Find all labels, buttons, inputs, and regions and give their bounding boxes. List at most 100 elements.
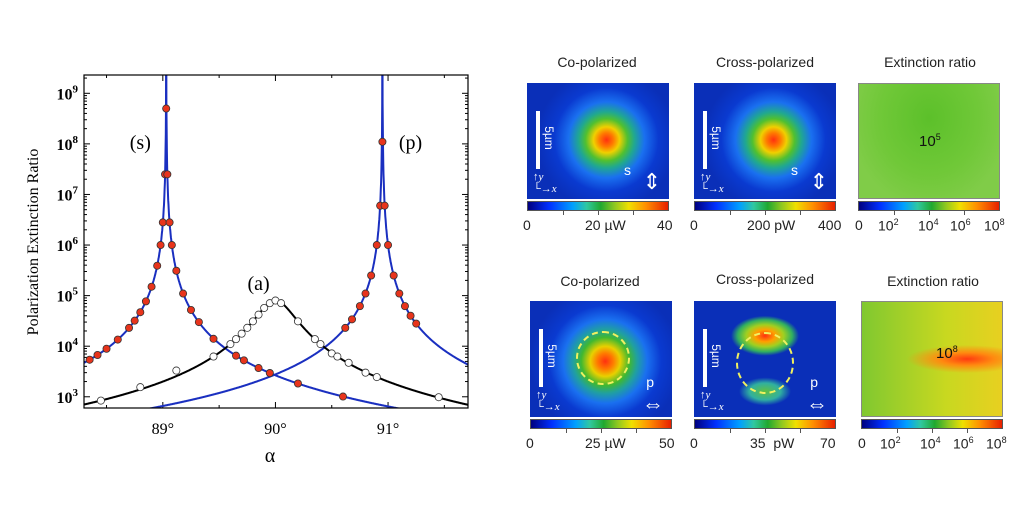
data-point-p (372, 241, 381, 250)
data-point-s (254, 364, 263, 373)
panel-title: Extinction ratio (884, 54, 976, 70)
colorbar-label: 0 (690, 435, 698, 451)
data-point-s (158, 218, 167, 227)
scale-bar (539, 329, 543, 387)
colorbar-tick (636, 429, 637, 433)
curve-annotation: (s) (130, 132, 151, 154)
fit-curve-p (146, 75, 468, 408)
horizontal-double-arrow-icon: ⇔ (806, 391, 828, 416)
data-point-s (186, 305, 195, 314)
colorbar-tick (598, 211, 599, 215)
data-point-s (209, 334, 218, 343)
colorbar-label: 102 (880, 435, 901, 452)
colorbar (694, 419, 836, 433)
colorbar-tick (563, 211, 564, 215)
panel-title: Extinction ratio (887, 273, 979, 289)
data-point-a (260, 303, 269, 312)
extinction-ratio-map-s: 105 (858, 83, 1000, 199)
colorbar-tick (897, 429, 898, 433)
colorbar-label: 50 (659, 435, 675, 451)
colorbar-label: 400 (818, 217, 842, 233)
data-point-s (153, 261, 162, 270)
extinction-value: 105 (919, 132, 941, 150)
data-point-s (239, 356, 248, 365)
colorbar-tick (566, 429, 567, 433)
data-point-a (316, 340, 325, 349)
data-point-a (237, 329, 246, 338)
scale-bar-label: 5µm (544, 344, 559, 368)
colorbar-tick (967, 429, 968, 433)
data-point-p (406, 311, 415, 320)
data-point-a (232, 335, 241, 344)
colorbar-label: 108 (984, 217, 1005, 234)
co-polarized-map-s: 5µm ↑y └→x s ⇕ (527, 83, 669, 199)
colorbar-tick (633, 211, 634, 215)
panel-title: Cross-polarized (715, 271, 815, 287)
data-point-a (248, 317, 257, 326)
data-point-s (85, 355, 94, 364)
colorbar-label: 70 (820, 435, 836, 451)
scale-bar (536, 111, 540, 169)
y-tick-label: 106 (57, 235, 79, 255)
colorbar-label: 0 (855, 217, 863, 233)
data-point-s (232, 351, 241, 360)
colorbar-label: 25 µW (585, 435, 626, 451)
data-point-p (384, 241, 393, 250)
extinction-ratio-map-p: 108 (861, 301, 1003, 417)
colorbar (861, 419, 1003, 433)
xy-axes-icon: ↑y └→x (536, 389, 560, 413)
data-point-s (130, 316, 139, 325)
data-point-s (265, 369, 274, 378)
colorbar-tick (929, 211, 930, 215)
colorbar-label: 104 (918, 217, 939, 234)
colorbar-label: 0 (526, 435, 534, 451)
data-point-s (102, 344, 111, 353)
panel-title: Co-polarized (560, 273, 640, 289)
data-point-a (243, 323, 252, 332)
data-point-a (172, 366, 181, 375)
colorbar-label: 40 (657, 217, 673, 233)
colorbar-tick (601, 429, 602, 433)
data-point-p (400, 302, 409, 311)
colorbar-tick (765, 429, 766, 433)
colorbar-label: 106 (950, 217, 971, 234)
vertical-double-arrow-icon: ⇕ (642, 169, 661, 194)
data-point-p (380, 201, 389, 210)
polarization-label: p (810, 374, 818, 390)
data-point-s (339, 392, 348, 401)
scale-bar (703, 111, 707, 169)
data-point-a (209, 352, 218, 361)
data-point-a (333, 352, 342, 361)
data-point-s (125, 323, 134, 332)
colorbar (694, 201, 836, 215)
colorbar-tick (800, 429, 801, 433)
y-tick-label: 103 (57, 387, 79, 407)
data-point-s (141, 297, 150, 306)
data-point-s (162, 104, 171, 113)
colorbar-tick (730, 429, 731, 433)
colorbar-label: 0 (858, 435, 866, 451)
cross-polarized-map-p: 5µm ↑y └→x p ⇔ (694, 301, 836, 417)
data-point-p (389, 271, 398, 280)
colorbar (858, 201, 1000, 215)
xy-axes-icon: ↑y └→x (700, 171, 724, 195)
colorbar-label: 106 (953, 435, 974, 452)
panel-title: Cross-polarized (715, 54, 815, 70)
data-point-p (378, 137, 387, 146)
xy-axes-icon: ↑y └→x (700, 389, 724, 413)
scale-bar-label: 5µm (541, 126, 556, 150)
data-point-p (341, 323, 350, 332)
scale-bar (703, 329, 707, 387)
data-point-p (348, 315, 357, 324)
x-tick-label: 90° (264, 421, 286, 438)
x-tick-label: 89° (152, 421, 174, 438)
data-point-a (226, 340, 235, 349)
data-point-p (412, 319, 421, 328)
data-point-s (136, 308, 145, 317)
y-tick-label: 104 (57, 336, 79, 356)
plot-frame (83, 74, 469, 409)
data-point-a (254, 310, 263, 319)
data-point-s (179, 289, 188, 298)
data-point-p (355, 302, 364, 311)
data-point-a (310, 335, 319, 344)
